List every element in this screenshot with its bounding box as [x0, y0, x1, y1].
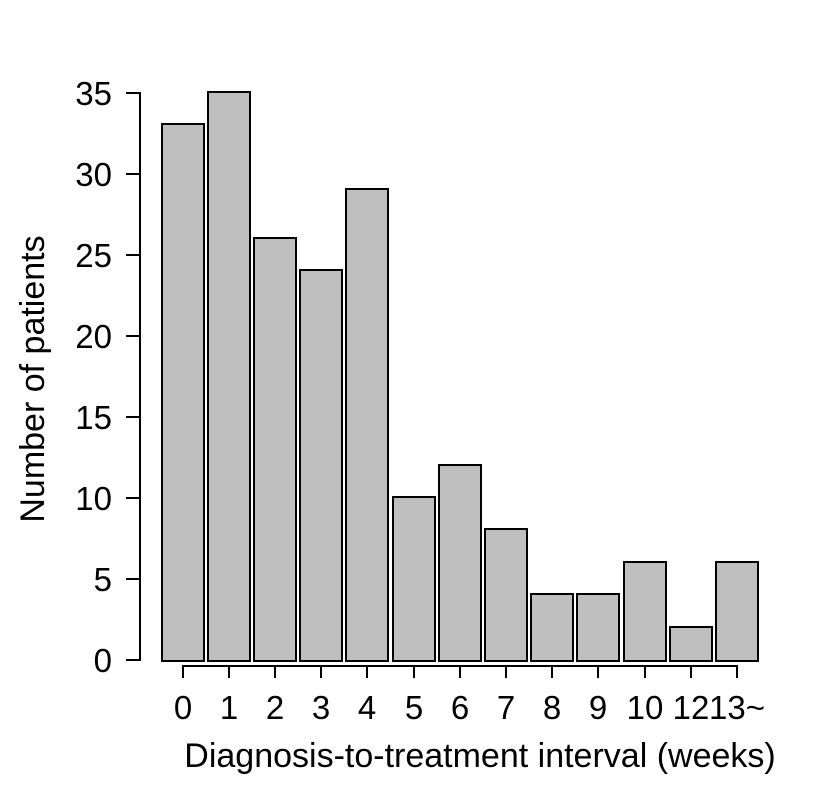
x-tick-label: 8	[542, 689, 562, 726]
y-tick-label: 5	[93, 561, 112, 598]
x-tick	[320, 665, 322, 678]
x-tick	[459, 665, 461, 678]
x-tick-label: 10	[626, 689, 664, 726]
x-tick	[644, 665, 646, 678]
x-tick	[274, 665, 276, 678]
x-tick	[736, 665, 738, 678]
x-axis-title: Diagnosis-to-treatment interval (weeks)	[184, 737, 776, 775]
bar-week-4	[345, 188, 389, 662]
x-tick	[228, 665, 230, 678]
bar-week-0	[161, 123, 205, 662]
y-tick	[126, 254, 139, 256]
x-tick	[413, 665, 415, 678]
x-tick	[597, 665, 599, 678]
bar-week-3	[299, 269, 343, 662]
x-tick	[551, 665, 553, 678]
bar-week-10	[623, 561, 667, 662]
y-axis-line	[139, 92, 141, 661]
x-tick-label: 5	[404, 689, 424, 726]
y-tick-label: 20	[75, 318, 112, 355]
x-tick-label: 7	[496, 689, 516, 726]
y-tick	[126, 92, 139, 94]
y-tick-label: 30	[75, 156, 112, 193]
x-tick-label: 13~	[709, 689, 765, 726]
y-tick	[126, 578, 139, 580]
y-tick	[126, 659, 139, 661]
bar-week-8	[530, 593, 574, 662]
bar-week-2	[253, 237, 297, 662]
bar-week-7	[484, 528, 528, 662]
y-tick-label: 0	[93, 642, 112, 679]
y-tick-label: 25	[75, 237, 112, 274]
x-tick-label: 3	[311, 689, 331, 726]
bar-week-9	[576, 593, 620, 662]
bar-week-5	[392, 496, 436, 662]
bar-week-6	[438, 464, 482, 662]
x-tick	[690, 665, 692, 678]
x-tick-label: 1	[219, 689, 239, 726]
x-tick-label: 6	[450, 689, 470, 726]
x-tick-label: 4	[357, 689, 377, 726]
bar-week-12	[669, 626, 713, 662]
y-tick-label: 15	[75, 399, 112, 436]
y-tick-label: 35	[75, 75, 112, 112]
y-tick	[126, 173, 139, 175]
y-tick	[126, 335, 139, 337]
x-tick-label: 0	[173, 689, 193, 726]
x-tick-label: 9	[588, 689, 608, 726]
y-tick-label: 10	[75, 480, 112, 517]
y-tick	[126, 497, 139, 499]
x-tick	[182, 665, 184, 678]
y-tick	[126, 416, 139, 418]
x-tick	[505, 665, 507, 678]
bar-week-1	[207, 91, 251, 662]
bar-week-13~	[715, 561, 759, 662]
x-tick-label: 2	[265, 689, 285, 726]
x-tick-label: 12	[672, 689, 710, 726]
x-tick	[366, 665, 368, 678]
